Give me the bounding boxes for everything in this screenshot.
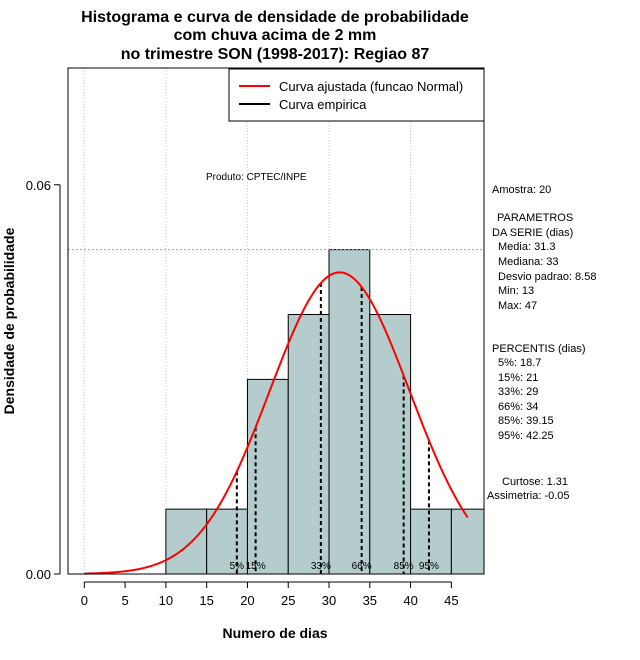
plot-border [67,67,485,575]
percentile-lines: 5% 15% 33% 66% 85% 95% [230,283,439,574]
x-tick-label-30: 30 [322,593,336,608]
x-tick-label-45: 45 [444,593,458,608]
chart-title-line-1: Histograma e curva de densidade de proba… [81,9,469,26]
normal-curve-layer [84,271,469,575]
param-min: Min: 13 [498,285,534,297]
x-tick-label-5: 5 [121,593,128,608]
x-tick-label-35: 35 [363,593,377,608]
percentil-95: 95%: 42.25 [498,430,554,442]
histogram-bar-5 [369,314,412,575]
histogram-bar-0 [165,508,208,575]
legend-box [228,68,485,122]
product-label: Produto: CPTEC/INPE [206,172,307,183]
percentile-label-1: 15% [246,561,266,572]
percentis-title: PERCENTIS (dias) [492,343,586,355]
percentil-33: 33%: 29 [498,386,538,398]
normal-curve [84,271,469,575]
params-title-2: DA SERIE (dias) [492,227,573,239]
x-tick-label-10: 10 [159,593,173,608]
x-tick-label-25: 25 [281,593,295,608]
y-axis-label: Densidade de probabilidade [1,227,17,414]
x-axis: 0 5 10 15 20 25 30 35 40 45 [81,581,459,608]
percentil-85: 85%: 39.15 [498,415,554,427]
x-tick-label-40: 40 [403,593,417,608]
x-tick-label-15: 15 [199,593,213,608]
y-tick-label-1: 0.06 [26,178,51,193]
chart-title-line-2: com chuva acima de 2 mm [174,27,377,44]
percentile-label-3: 66% [352,561,372,572]
percentile-label-0: 5% [230,561,245,572]
percentil-5: 5%: 18.7 [498,357,541,369]
x-tick-label-0: 0 [81,593,88,608]
param-max: Max: 47 [498,300,537,312]
param-desvio: Desvio padrao: 8.58 [498,271,596,283]
side-panel: Amostra: 20 PARAMETROS DA SERIE (dias) M… [487,184,596,502]
percentil-15: 15%: 21 [498,372,538,384]
legend: Curva ajustada (funcao Normal) Curva emp… [228,68,485,122]
params-title-1: PARAMETROS [497,212,573,224]
percentil-66: 66%: 34 [498,401,538,413]
histogram-bar-4 [328,249,371,575]
histogram-bar-7 [450,508,485,575]
percentile-label-4: 85% [394,561,414,572]
x-axis-label: Numero de dias [222,625,327,641]
chart-title-line-3: no trimestre SON (1998-2017): Regiao 87 [121,46,430,63]
percentile-label-5: 95% [419,561,439,572]
percentile-label-2: 33% [311,561,331,572]
histogram-bar-2 [246,378,289,575]
sample-size: Amostra: 20 [492,184,551,196]
histogram-bar-1 [206,508,248,575]
histogram-bar-3 [287,314,330,575]
legend-label-normal: Curva ajustada (funcao Normal) [279,79,463,94]
curtose: Curtose: 1.31 [502,476,568,488]
y-tick-label-0: 0.00 [26,567,51,582]
param-media: Media: 31.3 [498,241,555,253]
y-axis: 0.00 0.06 [26,178,61,582]
legend-label-empirical: Curva empirica [279,97,367,112]
assimetria: Assimetria: -0.05 [487,490,570,502]
param-mediana: Mediana: 33 [498,256,559,268]
histogram-bars [165,249,485,575]
x-tick-label-20: 20 [240,593,254,608]
